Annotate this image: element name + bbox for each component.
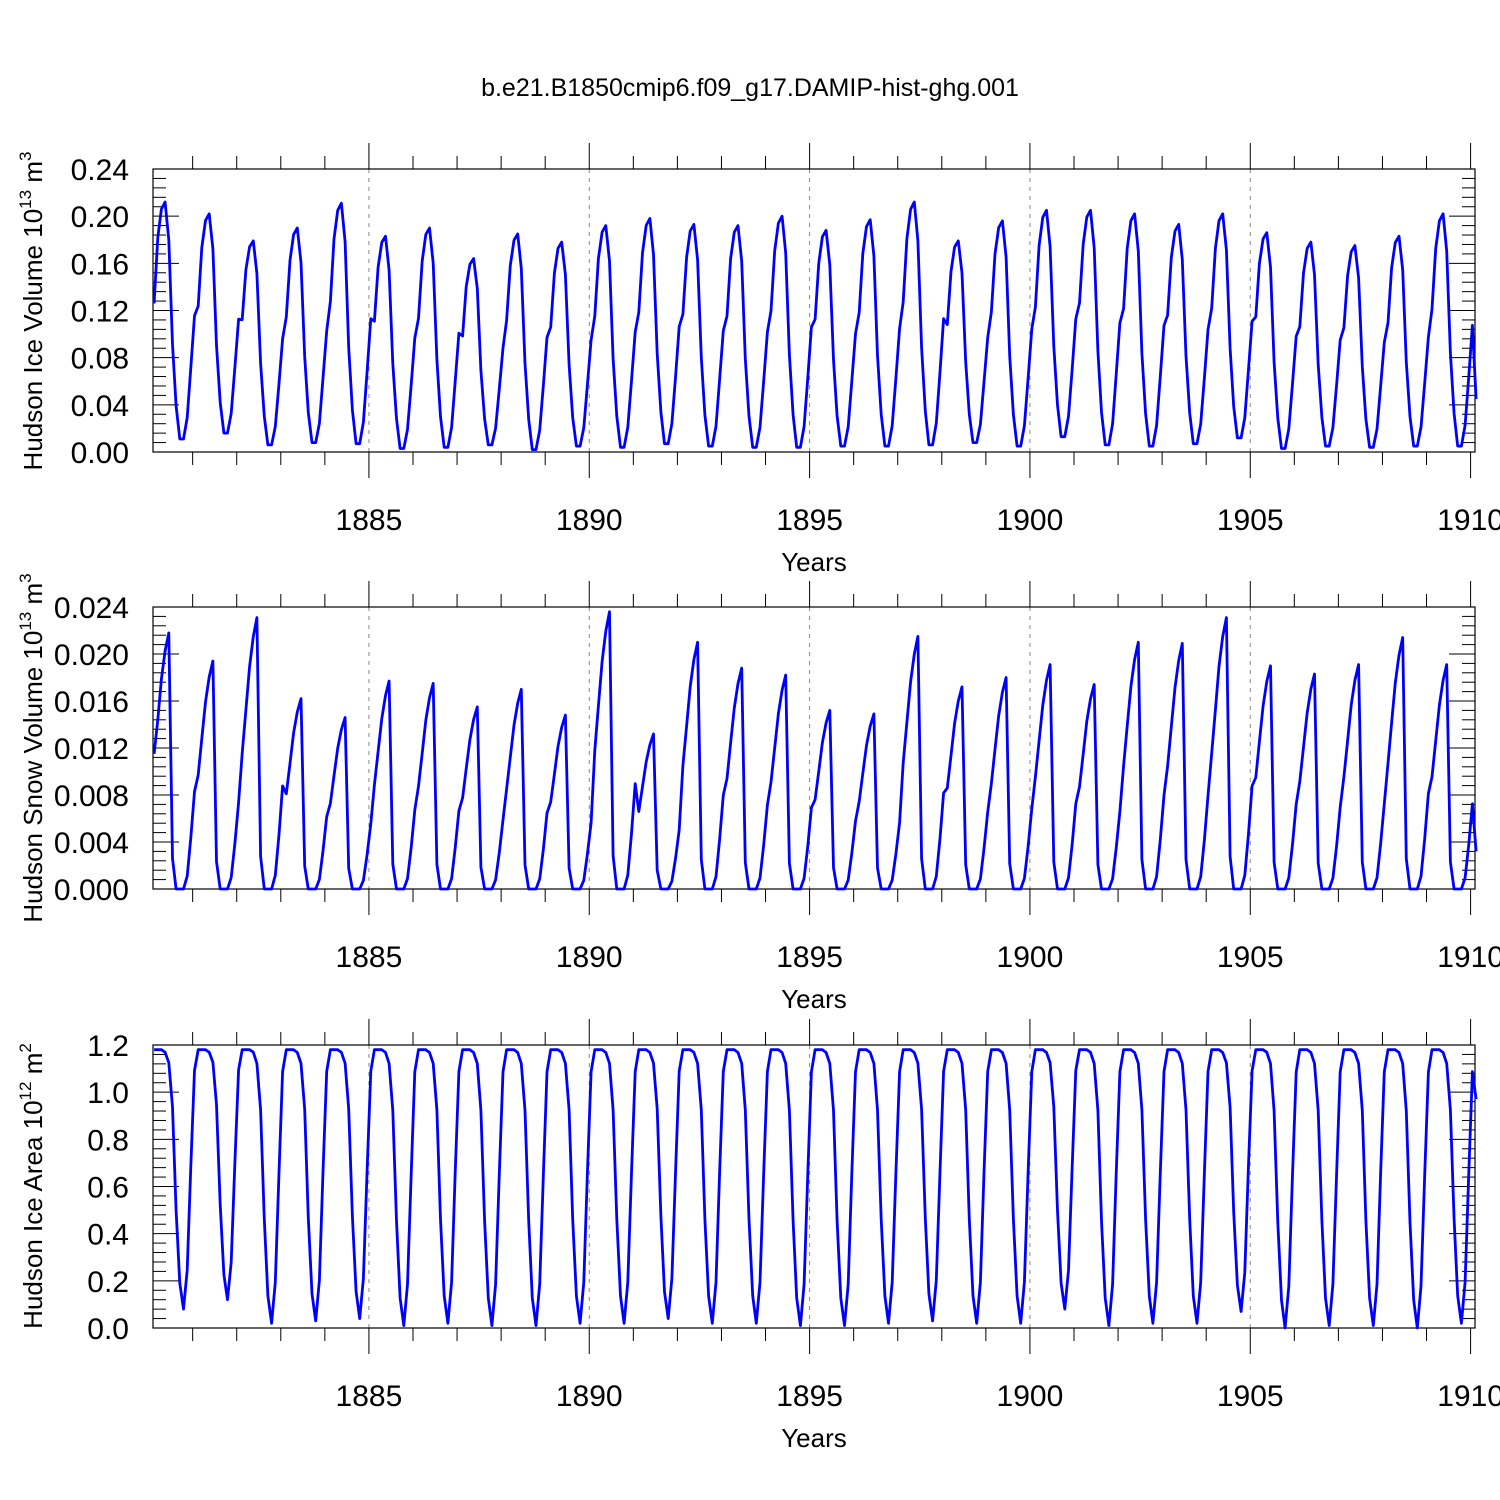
y-tick-label: 0.012 — [54, 733, 129, 766]
y-tick-label: 0.20 — [71, 201, 129, 234]
x-tick-label: 1905 — [1217, 941, 1284, 974]
y-axis-title: Hudson Ice Area 1012 m2 — [16, 1043, 48, 1329]
x-tick-label: 1890 — [556, 1380, 623, 1413]
x-tick-label: 1890 — [556, 941, 623, 974]
y-tick-label: 0.4 — [87, 1219, 129, 1252]
y-tick-label: 0.008 — [54, 780, 129, 813]
panel-3: 0.0 0.2 0.4 0.6 0.8 1.0 1.2 1885 1890 1895 1900 190… — [16, 1019, 1500, 1453]
y-tick-label: 1.2 — [87, 1030, 129, 1063]
panel-1: 0.00 0.04 0.08 0.12 0.16 0.20 0.24 1885 1890 1895… — [16, 143, 1500, 577]
x-tick-label: 1905 — [1217, 504, 1284, 537]
y-tick-label: 0.004 — [54, 827, 129, 860]
figure-title: b.e21.B1850cmip6.f09_g17.DAMIP-hist-ghg.… — [481, 74, 1019, 102]
y-tick-label: 1.0 — [87, 1077, 129, 1110]
x-tick-label: 1910 — [1437, 941, 1500, 974]
y-tick-label: 0.020 — [54, 639, 129, 672]
y-tick-label: 0.2 — [87, 1266, 129, 1299]
x-tick-label: 1900 — [997, 941, 1064, 974]
y-tick-label: 0.000 — [54, 874, 129, 907]
y-tick-label: 0.12 — [71, 296, 129, 329]
x-tick-label: 1910 — [1437, 1380, 1500, 1413]
x-tick-label: 1895 — [776, 504, 843, 537]
y-tick-label: 0.016 — [54, 686, 129, 719]
series-line-hudson-ice-area — [154, 1048, 1478, 1330]
y-axis-title: Hudson Ice Volume 1013 m3 — [16, 152, 48, 471]
y-tick-label: 0.0 — [87, 1313, 129, 1346]
x-tick-label: 1895 — [776, 1380, 843, 1413]
x-axis-title: Years — [781, 547, 847, 577]
x-tick-label: 1885 — [336, 504, 403, 537]
y-tick-label: 0.00 — [71, 437, 129, 470]
x-tick-label: 1905 — [1217, 1380, 1284, 1413]
x-axis-title: Years — [781, 1423, 847, 1453]
y-tick-label: 0.08 — [71, 343, 129, 376]
y-tick-label: 0.6 — [87, 1172, 129, 1205]
x-tick-label: 1885 — [336, 941, 403, 974]
y-tick-label: 0.024 — [54, 592, 129, 625]
panel-2: 0.000 0.004 0.008 0.012 0.016 0.020 0.024 1885 1… — [16, 573, 1500, 1014]
y-tick-label: 0.8 — [87, 1124, 129, 1157]
x-tick-label: 1895 — [776, 941, 843, 974]
series-line-hudson-ice-volume — [152, 200, 1478, 452]
panels: 0.00 0.04 0.08 0.12 0.16 0.20 0.24 1885 1890 1895… — [16, 143, 1500, 1453]
x-axis-title: Years — [781, 984, 847, 1014]
series-line-hudson-snow-volume — [152, 610, 1478, 891]
x-tick-label: 1910 — [1437, 504, 1500, 537]
y-tick-label: 0.24 — [71, 154, 129, 187]
x-tick-label: 1885 — [336, 1380, 403, 1413]
x-tick-label: 1900 — [997, 504, 1064, 537]
y-axis-title: Hudson Snow Volume 1013 m3 — [16, 573, 48, 922]
y-tick-label: 0.04 — [71, 390, 129, 423]
plot-frame — [152, 606, 1476, 890]
x-tick-label: 1900 — [997, 1380, 1064, 1413]
x-tick-label: 1890 — [556, 504, 623, 537]
y-tick-label: 0.16 — [71, 248, 129, 281]
